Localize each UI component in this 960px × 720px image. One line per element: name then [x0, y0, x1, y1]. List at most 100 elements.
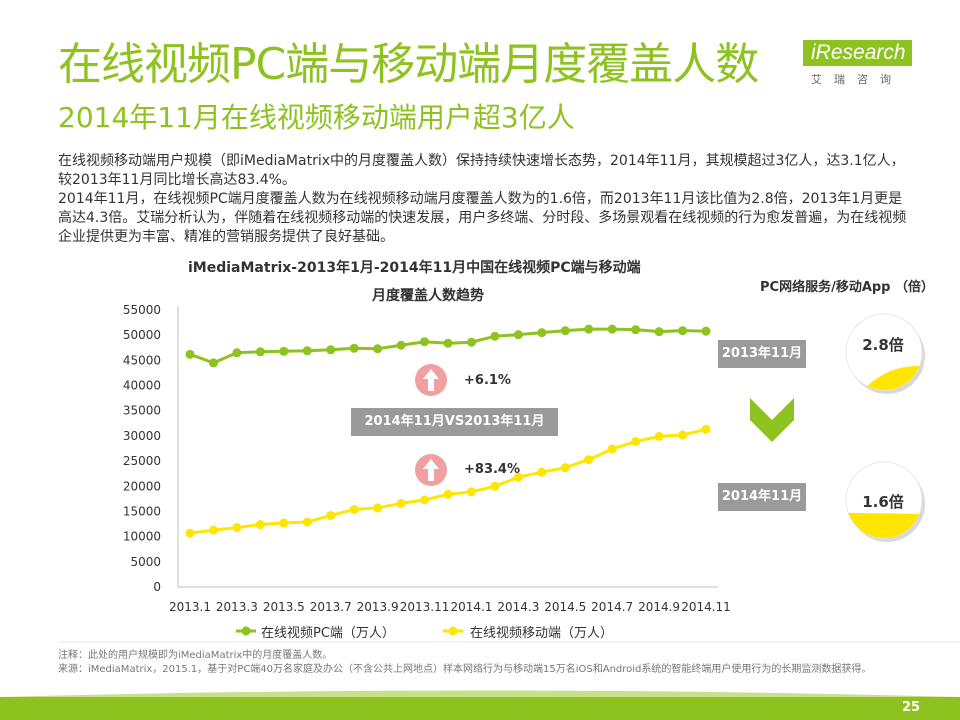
- y-tick-label: 35000: [123, 404, 161, 418]
- legend-dot: [241, 626, 251, 636]
- series-1-point: [232, 523, 242, 533]
- series-1-point: [373, 503, 383, 513]
- ratio-2014-value: 1.6倍: [862, 493, 904, 511]
- series-1-point: [701, 424, 711, 434]
- x-tick-label: 2013.3: [216, 600, 258, 614]
- source-note: 来源：iMediaMatrix，2015.1，基于对PC端40万名家庭及办公（不…: [58, 664, 872, 675]
- series-0-point: [490, 331, 500, 341]
- ratio-2013-value: 2.8倍: [862, 336, 904, 354]
- series-0-point: [326, 345, 336, 355]
- up-arrow-icon: [423, 459, 439, 481]
- legend-dot: [448, 626, 458, 636]
- x-axis: 2013.1 2013.3 2013.5 2013.7 2013.9 2013.11 201…: [169, 586, 731, 614]
- series-1-point: [607, 444, 617, 454]
- pc-up-arrow: [415, 364, 447, 396]
- x-tick-label: 2014.3: [497, 600, 539, 614]
- label-2013-nov: 2013年11月: [718, 340, 806, 368]
- series-1-point: [513, 472, 523, 482]
- x-tick-label: 2013.11: [400, 600, 450, 614]
- series-0-point: [607, 324, 617, 334]
- series-1-point: [537, 467, 547, 477]
- series-0-point: [279, 346, 289, 356]
- series-0-point: [654, 327, 664, 337]
- chart-title-line-1: iMediaMatrix-2013年1月-2014年11月中国在线视频PC端与移…: [188, 260, 641, 276]
- series-0-point: [208, 358, 218, 368]
- series-layer: [185, 324, 711, 538]
- series-1-point: [631, 436, 641, 446]
- series-0-point: [396, 340, 406, 350]
- iresearch-logo: iResearch 艾瑞咨询: [803, 40, 912, 90]
- y-tick-label: 55000: [123, 303, 161, 317]
- ratio-title: PC网络服务/移动App （倍）: [760, 280, 935, 295]
- y-tick-label: 5000: [130, 555, 161, 569]
- y-tick-label: 25000: [123, 454, 161, 468]
- ratio-crescent: [867, 365, 920, 390]
- series-0-point: [255, 347, 265, 357]
- series-1-point: [490, 481, 500, 491]
- series-0-point: [466, 337, 476, 347]
- series-1-point: [466, 487, 476, 497]
- legend: [236, 626, 463, 636]
- series-1-point: [279, 518, 289, 528]
- y-tick-label: 50000: [123, 328, 161, 342]
- y-tick-label: 10000: [123, 530, 161, 544]
- series-1-point: [420, 495, 430, 505]
- series-1-point: [302, 517, 312, 527]
- decorations: [0, 313, 960, 720]
- series-0-point: [420, 337, 430, 347]
- series-1-point: [349, 504, 359, 514]
- y-tick-label: 45000: [123, 353, 161, 367]
- footer-wave: [0, 690, 960, 697]
- y-tick-label: 40000: [123, 379, 161, 393]
- logo-word: iResearch: [803, 40, 912, 66]
- x-tick-label: 2013.7: [310, 600, 352, 614]
- page-title: 在线视频PC端与移动端月度覆盖人数: [58, 39, 759, 90]
- series-1-point: [560, 463, 570, 473]
- x-tick-label: 2013.9: [357, 600, 399, 614]
- ratio-circle-2014: [845, 461, 925, 542]
- series-1-point: [654, 431, 664, 441]
- x-tick-label: 2014.9: [638, 600, 680, 614]
- series-0-point: [631, 325, 641, 335]
- series-1-point: [326, 510, 336, 520]
- series-0-point: [537, 328, 547, 338]
- x-tick-label: 2014.1: [450, 600, 492, 614]
- intro-text: 在线视频移动端用户规模（即iMediaMatrix中的月度覆盖人数）保持持续快速…: [58, 152, 908, 247]
- label-2014-nov: 2014年11月: [718, 483, 806, 511]
- series-0-point: [443, 338, 453, 348]
- pc-growth-label: +6.1%: [464, 373, 511, 388]
- logo-cn: 艾瑞咨询: [811, 73, 903, 86]
- ratio-circle-2013: [845, 313, 925, 394]
- legend-pc-marker: [236, 626, 256, 636]
- page-subtitle: 2014年11月在线视频移动端用户超3亿人: [58, 101, 575, 134]
- series-1-point: [584, 455, 594, 465]
- series-1-point: [396, 498, 406, 508]
- x-tick-label: 2014.11: [681, 600, 731, 614]
- label-vs: 2014年11月VS2013年11月: [351, 408, 558, 436]
- series-1-point: [208, 525, 218, 535]
- series-1-point: [255, 520, 265, 530]
- series-0-point: [678, 326, 688, 336]
- series-0-point: [701, 326, 711, 336]
- y-tick-label: 0: [153, 580, 161, 594]
- series-1-point: [443, 489, 453, 499]
- series-0-point: [185, 349, 195, 359]
- series-0-point: [560, 326, 570, 336]
- footnote: 注释：此处的用户规模即为iMediaMatrix中的月度覆盖人数。: [58, 650, 333, 661]
- legend-pc-label: 在线视频PC端（万人）: [261, 626, 395, 641]
- y-axis: 0 5000 10000 15000 20000 25000 30000 35000 40000…: [123, 303, 179, 594]
- intro-paragraph-1: 在线视频移动端用户规模（即iMediaMatrix中的月度覆盖人数）保持持续快速…: [58, 153, 905, 188]
- series-0-point: [349, 343, 359, 353]
- legend-mobile-marker: [443, 626, 463, 636]
- intro-paragraph-2: 2014年11月，在线视频PC端月度覆盖人数为在线视频移动端月度覆盖人数为的1.…: [58, 191, 907, 245]
- series-0-point: [302, 346, 312, 356]
- x-tick-label: 2013.5: [263, 600, 305, 614]
- series-1-point: [185, 528, 195, 538]
- up-arrow-icon: [423, 369, 439, 391]
- series-0-point: [584, 324, 594, 334]
- series-0-point: [513, 330, 523, 340]
- legend-mobile-label: 在线视频移动端（万人）: [470, 626, 614, 641]
- x-tick-label: 2014.5: [544, 600, 586, 614]
- series-1-point: [678, 430, 688, 440]
